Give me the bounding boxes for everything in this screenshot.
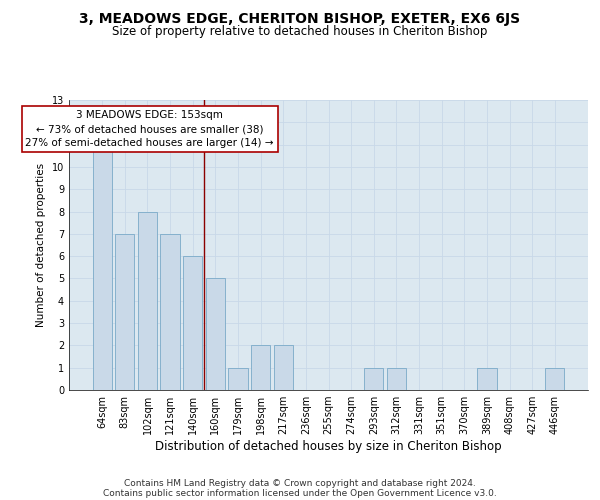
Bar xyxy=(138,212,157,390)
Bar xyxy=(274,346,293,390)
Bar xyxy=(387,368,406,390)
Text: Contains public sector information licensed under the Open Government Licence v3: Contains public sector information licen… xyxy=(103,488,497,498)
Text: 3, MEADOWS EDGE, CHERITON BISHOP, EXETER, EX6 6JS: 3, MEADOWS EDGE, CHERITON BISHOP, EXETER… xyxy=(79,12,521,26)
Bar xyxy=(206,278,225,390)
Text: 3 MEADOWS EDGE: 153sqm
← 73% of detached houses are smaller (38)
27% of semi-det: 3 MEADOWS EDGE: 153sqm ← 73% of detached… xyxy=(25,110,274,148)
Text: Size of property relative to detached houses in Cheriton Bishop: Size of property relative to detached ho… xyxy=(112,25,488,38)
Bar xyxy=(251,346,270,390)
Bar xyxy=(364,368,383,390)
Bar xyxy=(545,368,565,390)
Bar xyxy=(115,234,134,390)
Bar xyxy=(92,144,112,390)
X-axis label: Distribution of detached houses by size in Cheriton Bishop: Distribution of detached houses by size … xyxy=(155,440,502,453)
Bar xyxy=(229,368,248,390)
Y-axis label: Number of detached properties: Number of detached properties xyxy=(36,163,46,327)
Text: Contains HM Land Registry data © Crown copyright and database right 2024.: Contains HM Land Registry data © Crown c… xyxy=(124,478,476,488)
Bar xyxy=(183,256,202,390)
Bar xyxy=(477,368,497,390)
Bar xyxy=(160,234,180,390)
